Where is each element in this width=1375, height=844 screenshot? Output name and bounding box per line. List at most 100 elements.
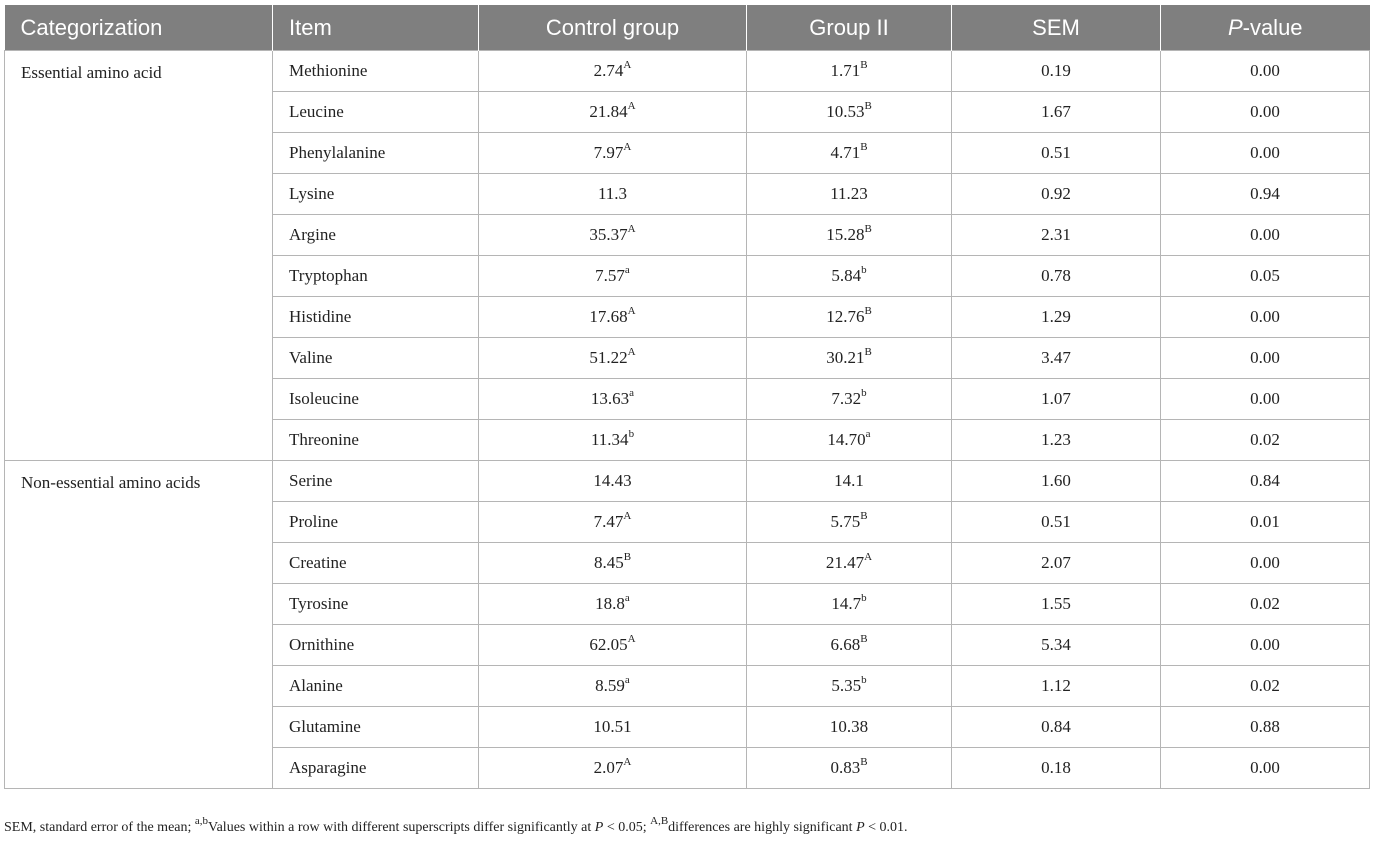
- item-cell: Argine: [272, 214, 479, 256]
- value-text: 11.3: [597, 184, 628, 203]
- header-p-value: P-value: [1160, 5, 1370, 51]
- value-text: 1.71: [830, 61, 861, 80]
- control-group-cell: 7.57a: [478, 255, 747, 297]
- group-ii-cell: 14.1: [746, 460, 952, 502]
- header-p-suffix: -value: [1242, 14, 1303, 40]
- significance-superscript: b: [628, 428, 635, 441]
- significance-superscript: A: [623, 59, 632, 72]
- value-text: 11.23: [830, 184, 868, 203]
- item-cell: Ornithine: [272, 624, 479, 666]
- significance-superscript: A: [864, 551, 873, 564]
- value-text: 62.05: [589, 635, 628, 654]
- significance-superscript: B: [860, 510, 868, 523]
- item-cell: Methionine: [272, 50, 479, 92]
- item-cell: Tyrosine: [272, 583, 479, 625]
- sem-cell: 0.51: [951, 132, 1161, 174]
- significance-superscript: B: [864, 100, 872, 113]
- sem-cell: 2.07: [951, 542, 1161, 584]
- value-text: 10.53: [826, 102, 865, 121]
- value-text: 8.45: [593, 553, 624, 572]
- footnote-sup-ab: a,b: [194, 815, 209, 828]
- significance-superscript: A: [623, 141, 632, 154]
- footnote-part5: < 0.01.: [864, 820, 908, 835]
- significance-superscript: A: [623, 510, 632, 523]
- sem-cell: 0.78: [951, 255, 1161, 297]
- value-text: 14.70: [827, 430, 866, 449]
- p-value-cell: 0.94: [1160, 173, 1370, 215]
- table-row: Non-essential amino acids Serine 14.43 14.1…: [4, 460, 1370, 789]
- significance-superscript: B: [864, 346, 872, 359]
- group-ii-cell: 7.32b: [746, 378, 952, 420]
- table-row: Argine 35.37A 15.28B 2.31 0.00: [5, 214, 1370, 256]
- significance-superscript: a: [624, 674, 630, 687]
- header-categorization: Categorization: [4, 5, 273, 51]
- table-row: Histidine 17.68A 12.76B 1.29 0.00: [5, 296, 1370, 338]
- item-cell: Valine: [272, 337, 479, 379]
- sem-cell: 1.23: [951, 419, 1161, 461]
- control-group-cell: 7.47A: [478, 501, 747, 543]
- value-text: 14.7: [831, 594, 862, 613]
- p-value-cell: 0.88: [1160, 706, 1370, 748]
- significance-superscript: b: [861, 674, 867, 687]
- p-value-cell: 0.00: [1160, 542, 1370, 584]
- control-group-cell: 10.51: [478, 706, 747, 748]
- value-text: 2.07: [593, 758, 624, 777]
- sem-cell: 0.19: [951, 50, 1161, 92]
- table-row: Phenylalanine 7.97A 4.71B 0.51 0.00: [5, 132, 1370, 174]
- p-value-cell: 0.84: [1160, 460, 1370, 502]
- group-ii-cell: 21.47A: [746, 542, 952, 584]
- p-value-cell: 0.02: [1160, 419, 1370, 461]
- value-text: 10.38: [829, 717, 869, 736]
- amino-acid-table-container: Categorization Item Control group Group …: [4, 5, 1370, 789]
- significance-superscript: a: [865, 428, 871, 441]
- significance-superscript: B: [623, 551, 632, 564]
- value-text: 5.35: [831, 676, 862, 695]
- value-text: 4.71: [830, 143, 861, 162]
- item-cell: Asparagine: [272, 747, 479, 789]
- sem-cell: 0.92: [951, 173, 1161, 215]
- table-row: Threonine 11.34b 14.70a 1.23 0.02: [5, 419, 1370, 461]
- significance-superscript: a: [624, 592, 630, 605]
- header-item: Item: [272, 5, 479, 51]
- p-value-cell: 0.02: [1160, 583, 1370, 625]
- control-group-cell: 8.59a: [478, 665, 747, 707]
- item-cell: Lysine: [272, 173, 479, 215]
- group-ii-cell: 5.35b: [746, 665, 952, 707]
- sem-cell: 3.47: [951, 337, 1161, 379]
- footnote-part3: < 0.05;: [603, 820, 651, 835]
- group-ii-cell: 10.53B: [746, 91, 952, 133]
- significance-superscript: b: [861, 264, 867, 277]
- header-p-letter: P: [1227, 14, 1243, 40]
- control-group-cell: 51.22A: [478, 337, 747, 379]
- value-text: 11.34: [590, 430, 629, 449]
- control-group-cell: 14.43: [478, 460, 747, 502]
- significance-superscript: A: [627, 633, 636, 646]
- control-group-cell: 2.74A: [478, 50, 747, 92]
- control-group-cell: 11.3: [478, 173, 747, 215]
- value-text: 18.8: [595, 594, 625, 613]
- control-group-cell: 18.8a: [478, 583, 747, 625]
- value-text: 17.68: [589, 307, 628, 326]
- significance-superscript: B: [860, 756, 868, 769]
- item-cell: Proline: [272, 501, 479, 543]
- value-text: 8.59: [595, 676, 625, 695]
- header-group-ii: Group II: [746, 5, 952, 51]
- sem-cell: 1.55: [951, 583, 1161, 625]
- group-ii-cell: 4.71B: [746, 132, 952, 174]
- value-text: 30.21: [826, 348, 865, 367]
- sem-cell: 0.84: [951, 706, 1161, 748]
- table-row: Tryptophan 7.57a 5.84b 0.78 0.05: [5, 255, 1370, 297]
- group-ii-cell: 14.70a: [746, 419, 952, 461]
- table-header-row: Categorization Item Control group Group …: [4, 5, 1370, 51]
- value-text: 51.22: [589, 348, 628, 367]
- table-row: Valine 51.22A 30.21B 3.47 0.00: [5, 337, 1370, 379]
- control-group-cell: 8.45B: [478, 542, 747, 584]
- item-cell: Isoleucine: [272, 378, 479, 420]
- group-ii-cell: 14.7b: [746, 583, 952, 625]
- group-ii-cell: 5.84b: [746, 255, 952, 297]
- significance-superscript: b: [861, 387, 867, 400]
- table-row: Glutamine 10.51 10.38 0.84 0.88: [5, 706, 1370, 748]
- p-value-cell: 0.00: [1160, 747, 1370, 789]
- significance-superscript: B: [864, 223, 872, 236]
- group-ii-cell: 11.23: [746, 173, 952, 215]
